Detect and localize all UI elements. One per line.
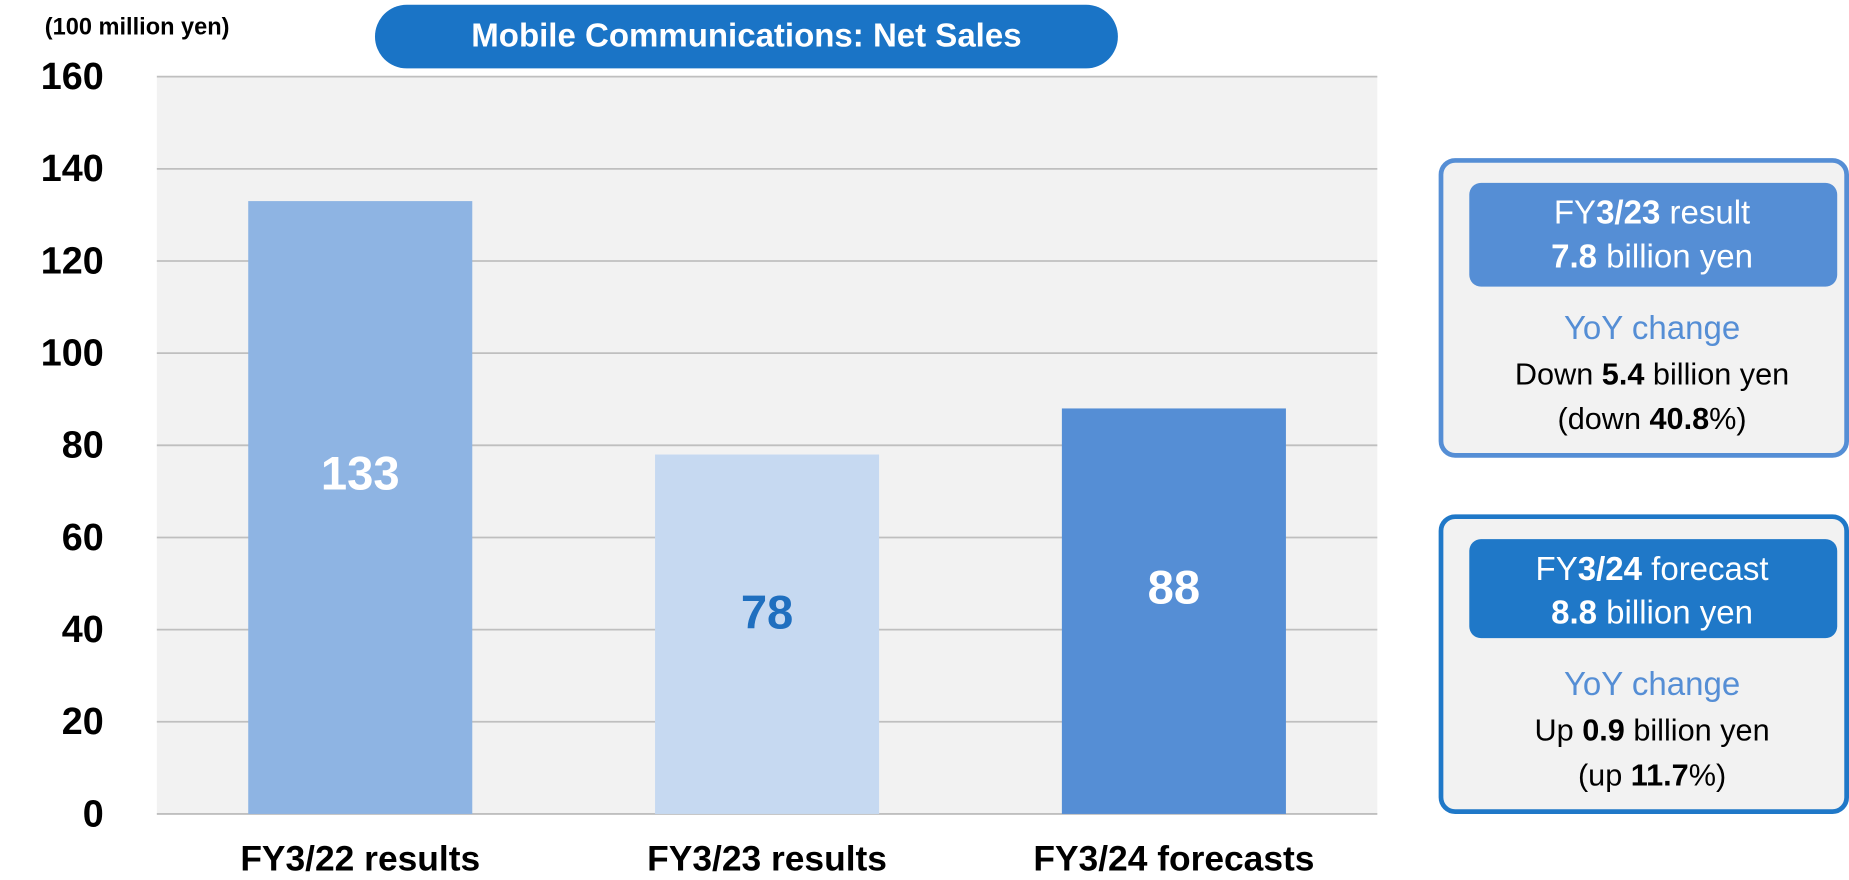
bar [1061,408,1286,814]
panel-header [1469,539,1838,639]
panel-subtitle: YoY change [1564,665,1740,702]
value-label: 133 [321,446,400,499]
text-run: billion yen [1644,357,1789,391]
x-tick-label: FY3/23 results [647,839,887,878]
text-run: forecast [1642,550,1769,587]
y-tick-label: 160 [41,55,104,97]
y-tick-label: 40 [62,608,104,650]
y-tick-label: 20 [62,700,104,742]
chart-title: Mobile Communications: Net Sales [471,16,1021,53]
text-run: (up [1578,758,1631,792]
text-run: (down [1558,402,1650,436]
text-run: 7.8 [1551,237,1597,274]
panel-text: (up 11.7%) [1578,758,1726,792]
text-run: 11.7 [1631,758,1689,792]
text-run: 0.9 [1582,714,1625,748]
unit-label: (100 million yen) [45,14,230,40]
text-run: %) [1709,402,1746,436]
y-tick-label: 60 [62,516,104,558]
y-tick-label: 80 [62,424,104,466]
text-run: billion yen [1625,714,1770,748]
panel-text: 7.8 billion yen [1551,237,1753,274]
panel-text: Up 0.9 billion yen [1534,714,1769,748]
x-tick-label: FY3/24 forecasts [1033,839,1314,878]
panel-text: 8.8 billion yen [1551,593,1753,630]
panel-text: FY3/24 forecast [1536,550,1769,587]
y-tick-label: 120 [41,239,104,281]
text-run: 3/24 [1578,550,1643,587]
text-run: 8.8 [1551,593,1597,630]
text-run: %) [1689,758,1726,792]
panel-header [1469,182,1838,287]
panel-text: (down 40.8%) [1558,402,1747,436]
text-run: 3/23 [1596,193,1660,230]
text-run: 5.4 [1602,357,1645,391]
text-run: 40.8 [1650,402,1710,436]
text-run: billion yen [1597,593,1753,630]
panel-text: FY3/23 result [1554,193,1750,230]
bar [248,201,473,814]
y-tick-label: 0 [83,792,104,834]
text-run: FY [1554,193,1596,230]
text-run: FY [1536,550,1578,587]
text-run: result [1660,193,1750,230]
y-tick-label: 140 [41,147,104,189]
text-run: Up [1534,714,1582,748]
panel-subtitle: YoY change [1564,309,1740,346]
y-tick-label: 100 [41,331,104,373]
text-run: Down [1515,357,1602,391]
text-run: billion yen [1597,237,1753,274]
panel-text: Down 5.4 billion yen [1515,357,1789,391]
value-label: 88 [1148,560,1200,613]
title-pill [374,4,1118,69]
bar [655,454,880,814]
x-tick-label: FY3/22 results [240,839,480,878]
value-label: 78 [741,586,793,639]
